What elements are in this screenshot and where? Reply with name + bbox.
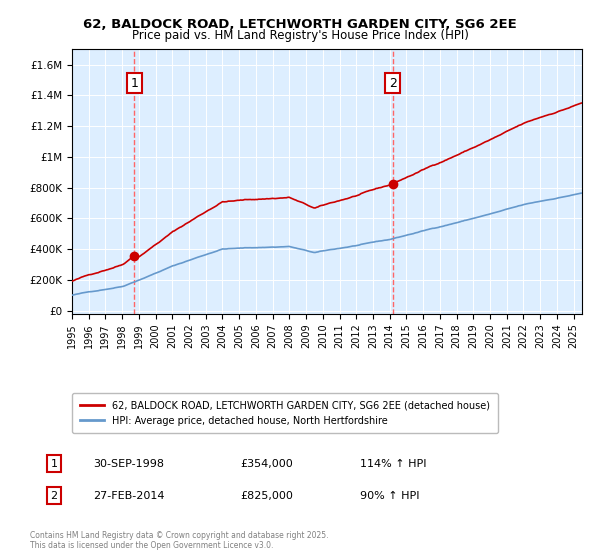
Text: 114% ↑ HPI: 114% ↑ HPI: [360, 459, 427, 469]
Text: Contains HM Land Registry data © Crown copyright and database right 2025.
This d: Contains HM Land Registry data © Crown c…: [30, 530, 329, 550]
Text: 30-SEP-1998: 30-SEP-1998: [93, 459, 164, 469]
Text: £825,000: £825,000: [240, 491, 293, 501]
Text: £354,000: £354,000: [240, 459, 293, 469]
Legend: 62, BALDOCK ROAD, LETCHWORTH GARDEN CITY, SG6 2EE (detached house), HPI: Average: 62, BALDOCK ROAD, LETCHWORTH GARDEN CITY…: [72, 393, 497, 433]
Text: 62, BALDOCK ROAD, LETCHWORTH GARDEN CITY, SG6 2EE: 62, BALDOCK ROAD, LETCHWORTH GARDEN CITY…: [83, 18, 517, 31]
Text: 1: 1: [130, 77, 138, 90]
Text: Price paid vs. HM Land Registry's House Price Index (HPI): Price paid vs. HM Land Registry's House …: [131, 29, 469, 42]
Text: 2: 2: [389, 77, 397, 90]
Text: 2: 2: [50, 491, 58, 501]
Text: 1: 1: [50, 459, 58, 469]
Text: 90% ↑ HPI: 90% ↑ HPI: [360, 491, 419, 501]
Text: 27-FEB-2014: 27-FEB-2014: [93, 491, 164, 501]
